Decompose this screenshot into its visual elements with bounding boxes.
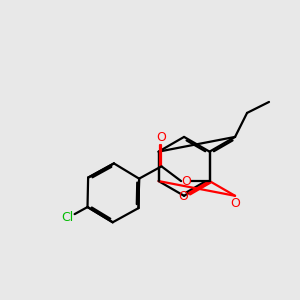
Text: O: O	[157, 131, 166, 144]
Text: O: O	[230, 197, 240, 211]
Text: O: O	[178, 190, 188, 203]
Text: Cl: Cl	[61, 212, 74, 224]
Text: O: O	[181, 175, 191, 188]
